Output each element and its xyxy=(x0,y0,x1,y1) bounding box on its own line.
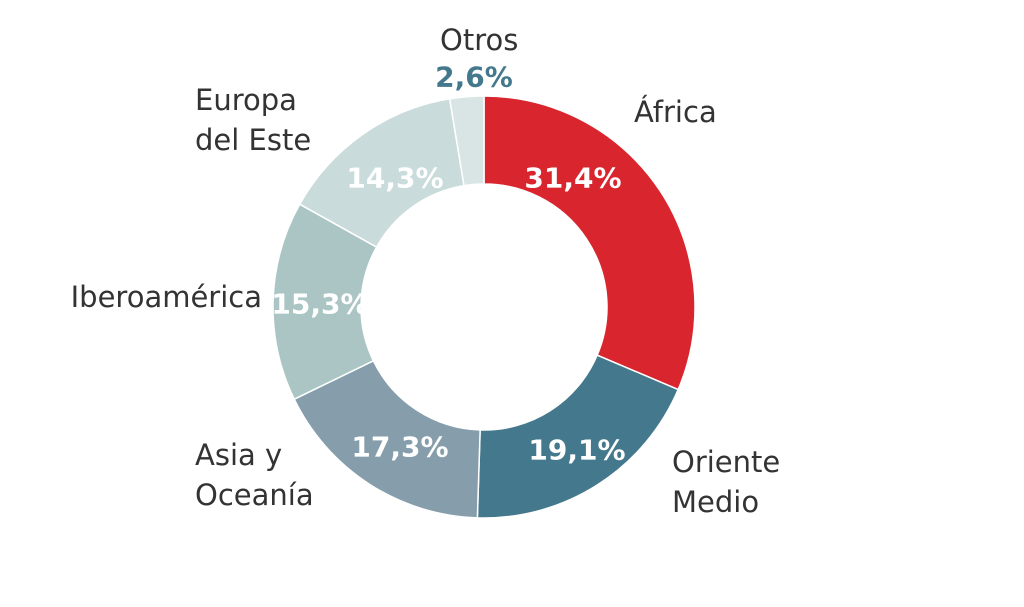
donut-slice xyxy=(448,95,485,187)
value-label: 17,3% xyxy=(351,430,449,464)
value-label: 19,1% xyxy=(528,433,626,467)
category-label: Oriente Medio xyxy=(672,445,781,519)
category-label: Otros xyxy=(440,23,519,57)
value-label: 31,4% xyxy=(524,161,622,195)
donut-slice xyxy=(483,95,696,391)
category-label: Asia y Oceanía xyxy=(195,438,314,512)
category-label: Iberoamérica xyxy=(70,280,262,314)
value-label: 2,6% xyxy=(435,60,513,94)
category-label: Europa del Este xyxy=(195,83,312,157)
value-label: 15,3% xyxy=(271,287,369,321)
value-label: 14,3% xyxy=(346,161,444,195)
donut-slice xyxy=(476,354,680,519)
category-label: África xyxy=(634,95,717,129)
